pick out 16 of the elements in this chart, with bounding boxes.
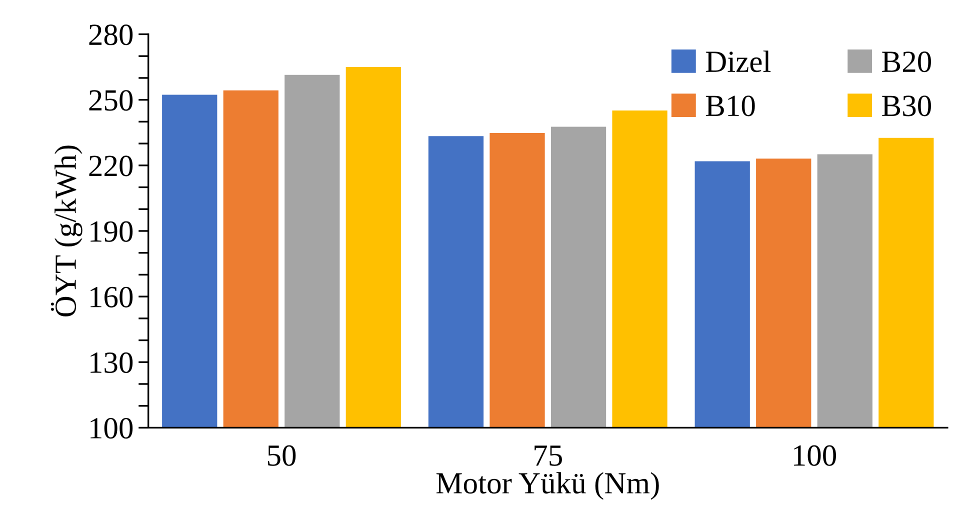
legend-label: B10 bbox=[706, 96, 755, 116]
x-tick-label: 50 bbox=[268, 445, 296, 466]
y-axis-title: ÖYT (g/kWh) bbox=[50, 146, 82, 316]
y-tick-label: 160 bbox=[90, 286, 133, 308]
y-tick-label: 130 bbox=[90, 352, 133, 374]
legend-label: B30 bbox=[882, 96, 931, 116]
y-tick-label: 190 bbox=[90, 221, 133, 242]
legend-label: Dizel bbox=[706, 50, 771, 72]
y-tick-label: 220 bbox=[89, 156, 133, 176]
y-tick-label: 280 bbox=[89, 24, 133, 46]
y-tick-label: 100 bbox=[90, 418, 133, 439]
legend-label: B20 bbox=[882, 52, 931, 72]
x-tick-label: 100 bbox=[794, 445, 836, 466]
y-tick-label: 250 bbox=[89, 90, 133, 111]
x-axis-title: Motor Yükü (Nm) bbox=[436, 472, 659, 500]
x-tick-label: 75 bbox=[534, 446, 562, 466]
